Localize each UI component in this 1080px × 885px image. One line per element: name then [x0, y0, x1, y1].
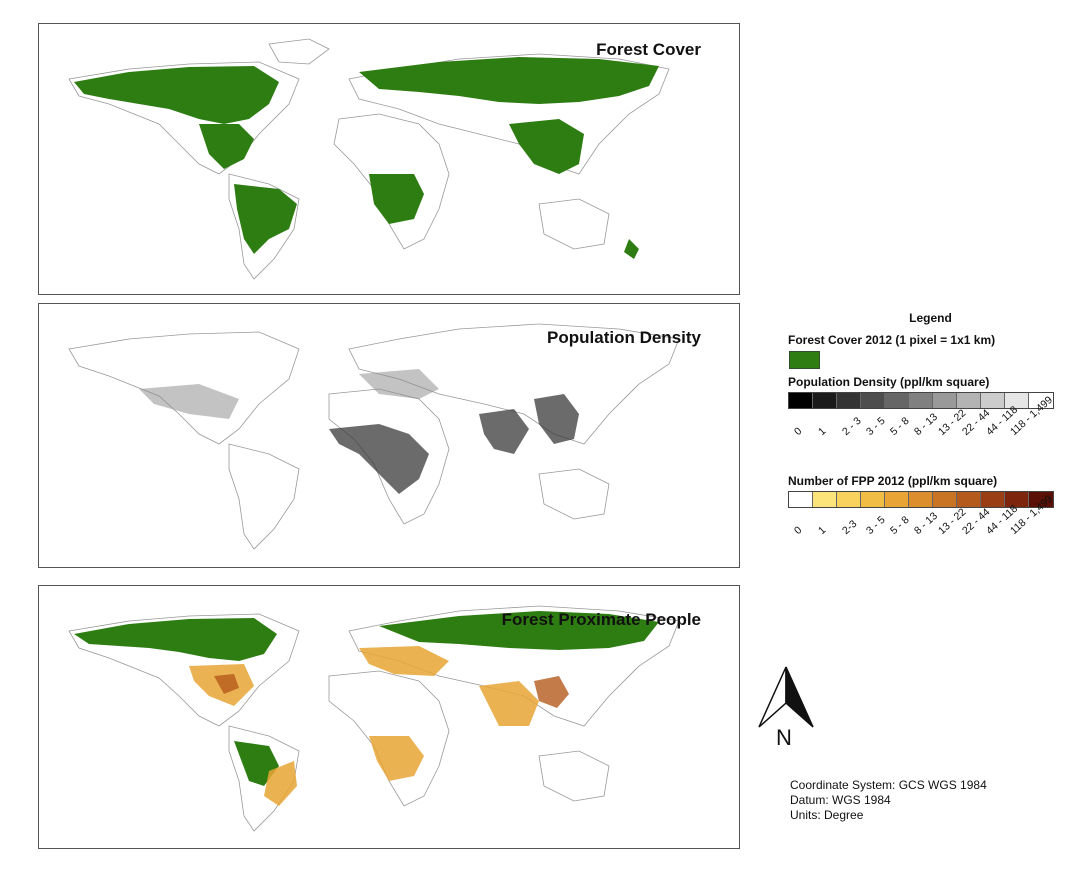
north-arrow-icon — [758, 666, 814, 728]
legend-color-cell — [885, 393, 909, 408]
legend-color-cell — [957, 393, 981, 408]
legend-class-label: 8 - 13 — [912, 510, 940, 537]
fpp-legend-label: Number of FPP 2012 (ppl/km square) — [788, 474, 998, 488]
legend-color-cell — [933, 492, 957, 507]
legend-class-label: 2-3 — [840, 517, 860, 537]
fpp-color-ramp — [788, 491, 1054, 508]
legend-color-cell — [813, 393, 837, 408]
legend-class-label: 0 — [792, 425, 805, 438]
population-density-map — [68, 323, 680, 550]
panel-title: Population Density — [547, 328, 701, 347]
legend-class-label: 8 - 13 — [912, 411, 940, 438]
legend-color-cell — [981, 492, 1005, 507]
legend-color-cell — [1029, 393, 1053, 408]
legend-color-cell — [1005, 492, 1029, 507]
forest-cover-map-panel: Forest Cover — [38, 23, 740, 295]
population-density-legend-label: Population Density (ppl/km square) — [788, 375, 990, 389]
legend-class-label: 5 - 8 — [888, 414, 912, 438]
legend-color-cell — [813, 492, 837, 507]
legend-color-cell — [1005, 393, 1029, 408]
panel-title: Forest Cover — [596, 40, 701, 59]
panel-title: Forest Proximate People — [501, 610, 701, 629]
legend-class-label: 3 - 5 — [864, 414, 888, 438]
legend-class-label: 1 — [816, 425, 829, 438]
legend-color-cell — [957, 492, 981, 507]
legend-class-label: 2 - 3 — [840, 414, 864, 438]
legend-color-cell — [909, 393, 933, 408]
legend-color-cell — [981, 393, 1005, 408]
forest-cover-swatch — [789, 351, 820, 369]
legend-color-cell — [837, 393, 861, 408]
legend-color-cell — [789, 492, 813, 507]
map-legend: Legend Forest Cover 2012 (1 pixel = 1x1 … — [788, 305, 1073, 575]
north-label: N — [776, 725, 792, 750]
coordinate-system-text: Coordinate System: GCS WGS 1984 — [790, 778, 987, 792]
coordinate-info: Coordinate System: GCS WGS 1984 Datum: W… — [790, 778, 987, 823]
population-density-color-ramp — [788, 392, 1054, 409]
legend-heading: Legend — [909, 311, 952, 325]
population-density-map-panel: Population Density — [38, 303, 740, 568]
datum-text: Datum: WGS 1984 — [790, 793, 891, 807]
legend-color-cell — [861, 393, 885, 408]
legend-color-cell — [909, 492, 933, 507]
legend-color-cell — [933, 393, 957, 408]
legend-color-cell — [789, 393, 813, 408]
legend-class-label: 0 — [792, 524, 805, 537]
forest-proximate-people-map-panel: Forest Proximate People — [38, 585, 740, 849]
legend-color-cell — [837, 492, 861, 507]
legend-color-cell — [861, 492, 885, 507]
legend-class-label: 3 - 5 — [864, 513, 888, 537]
forest-cover-legend-label: Forest Cover 2012 (1 pixel = 1x1 km) — [788, 333, 996, 347]
legend-class-label: 1 — [816, 524, 829, 537]
legend-class-label: 5 - 8 — [888, 513, 912, 537]
legend-color-cell — [885, 492, 909, 507]
forest-cover-map — [68, 38, 670, 280]
forest-proximate-people-map — [68, 605, 680, 832]
legend-color-cell — [1029, 492, 1053, 507]
units-text: Units: Degree — [790, 808, 864, 822]
